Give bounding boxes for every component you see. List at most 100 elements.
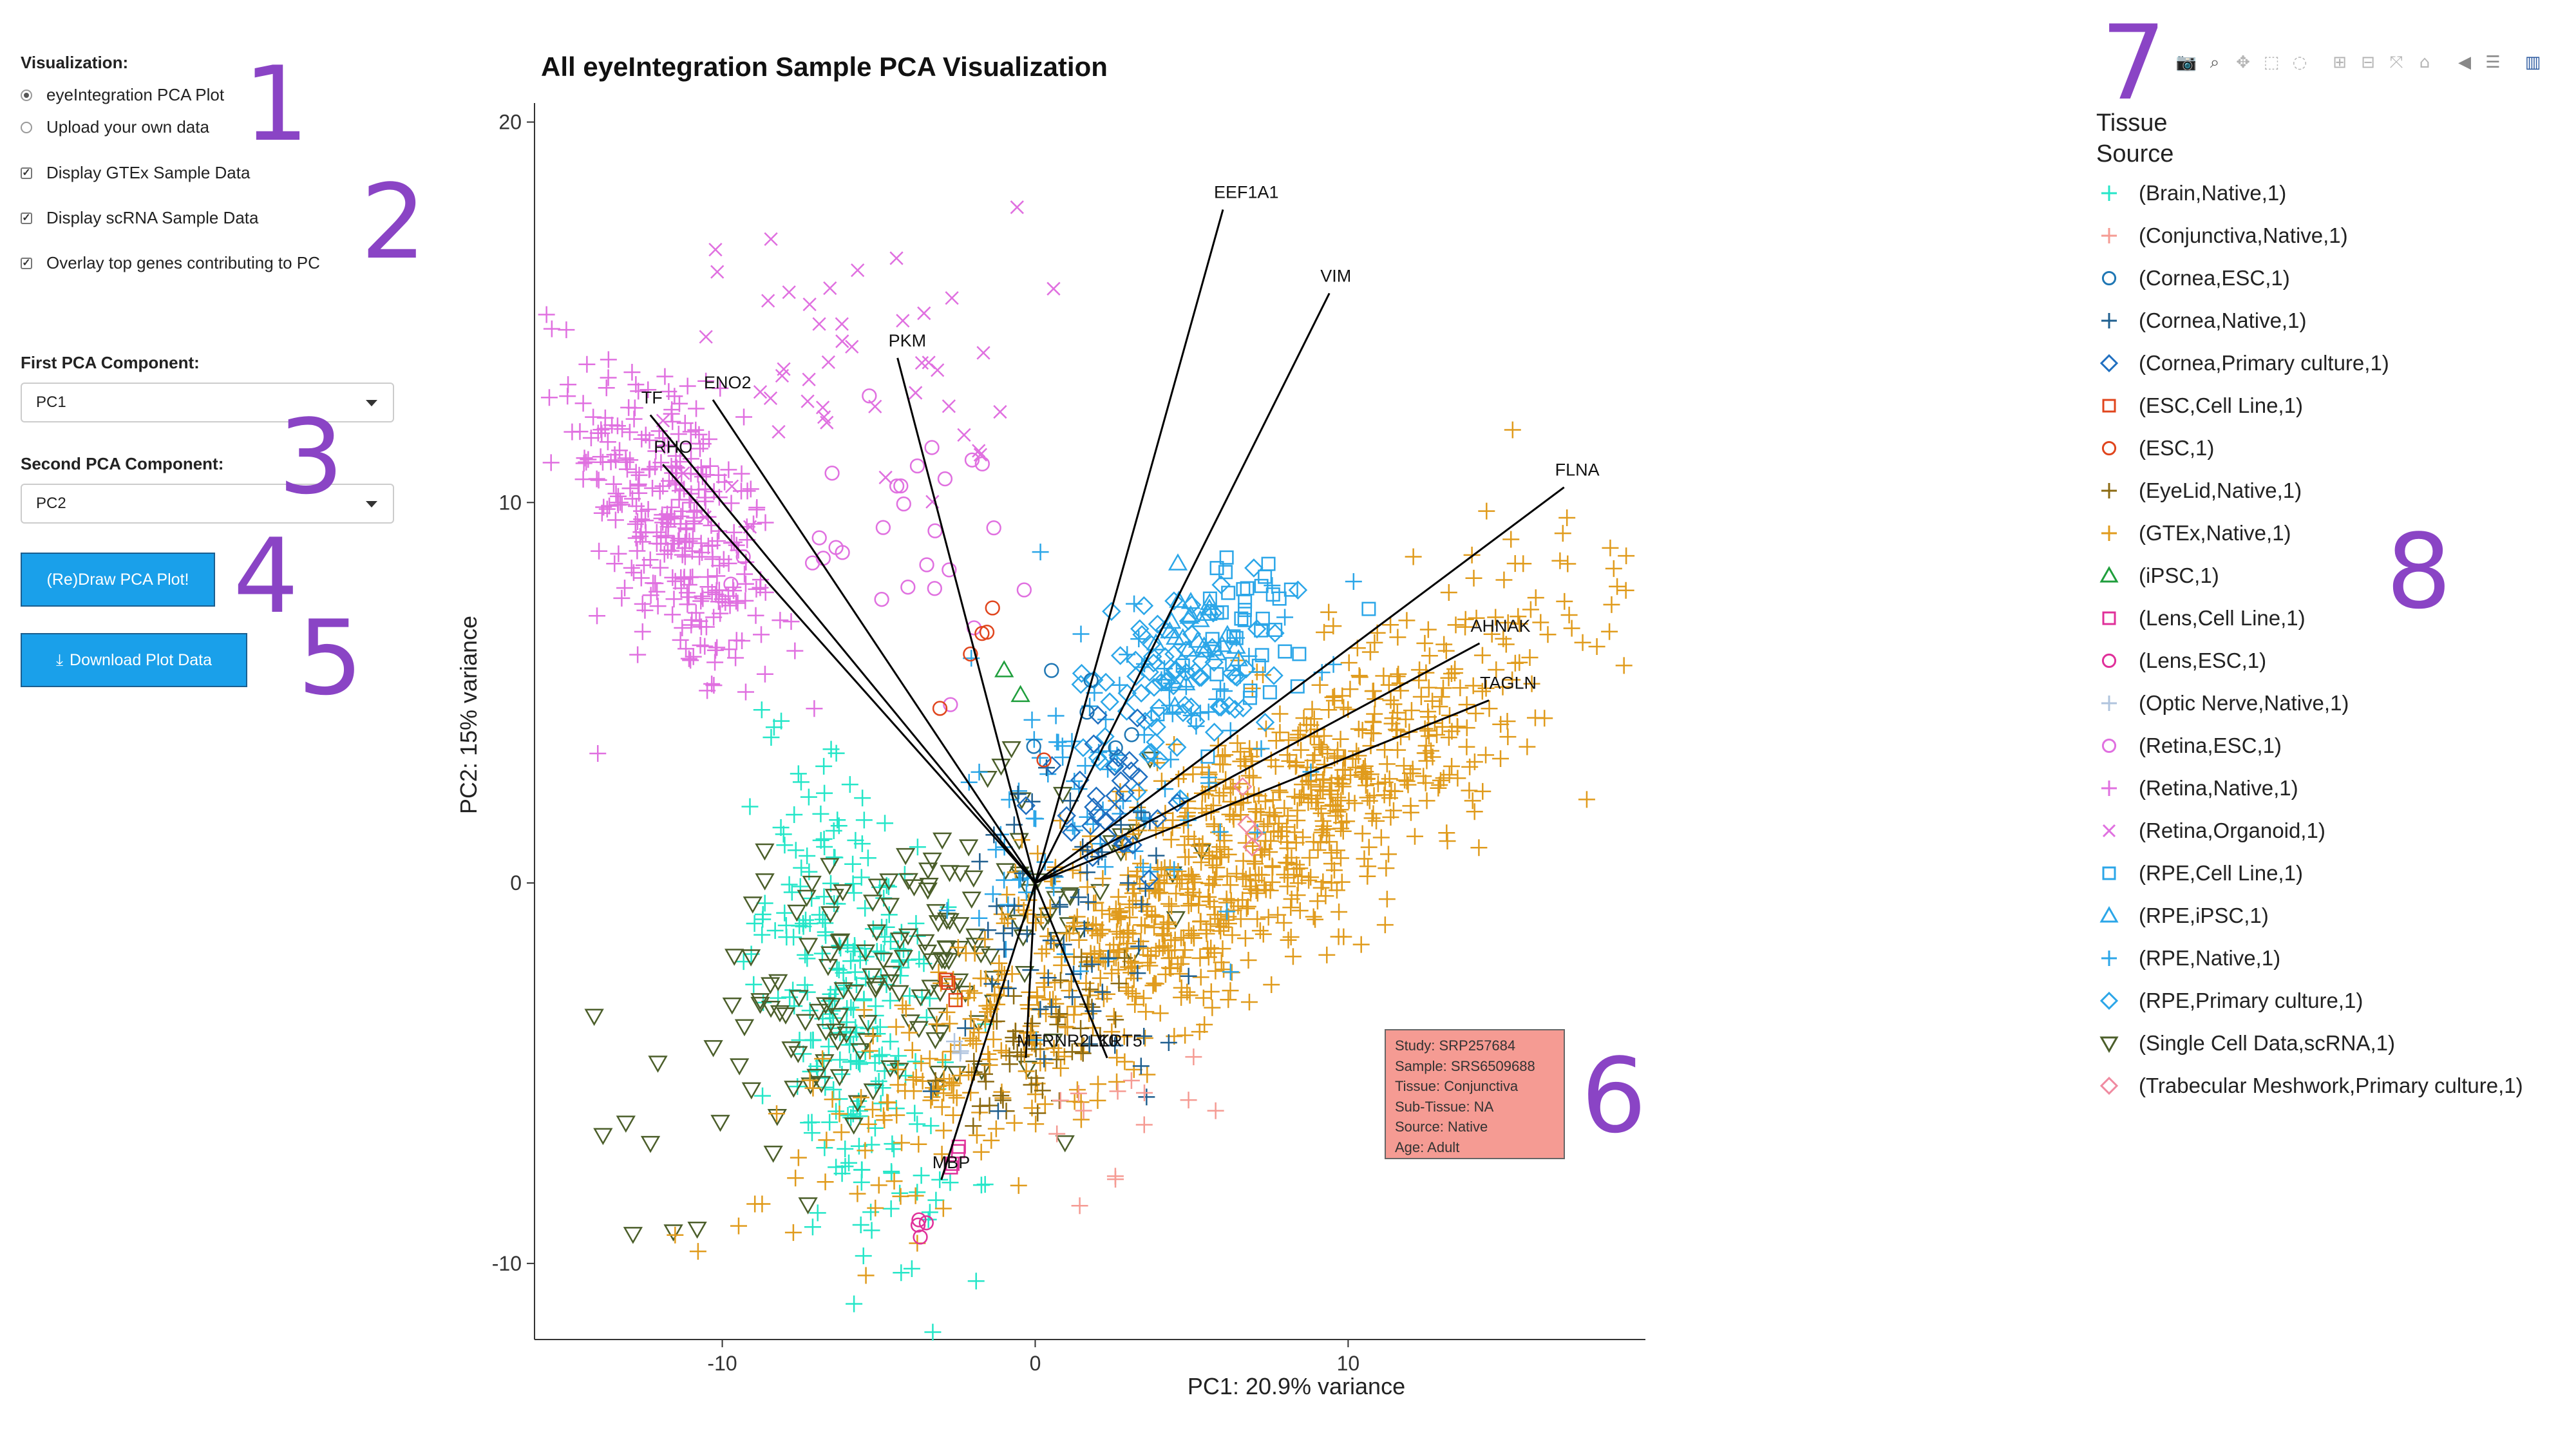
data-point [1220,991,1237,1009]
data-point [873,1046,891,1063]
data-point [846,1295,863,1312]
checkbox-overlay-genes[interactable]: ✓ Overlay top genes contributing to PC [21,253,320,273]
legend-item[interactable]: (Retina,Native,1) [2096,769,2298,808]
checkbox-gtex[interactable]: ✓ Display GTEx Sample Data [21,163,250,183]
first-pca-select[interactable]: PC1 [21,383,394,422]
legend-item[interactable]: (ESC,Cell Line,1) [2096,386,2303,425]
data-point [817,1173,834,1191]
data-point [964,452,980,468]
data-point [735,549,751,565]
data-point [1207,1102,1224,1119]
legend-item[interactable]: (Cornea,ESC,1) [2096,259,2290,298]
pca-scatter-plot[interactable]: All eyeIntegration Sample PCA Visualizat… [451,0,2093,1449]
series-group [1071,558,1308,809]
data-point [800,788,817,806]
spike-lines-icon[interactable]: ◀ [2458,53,2471,72]
legend-item[interactable]: (Brain,Native,1) [2096,174,2286,213]
lasso-icon[interactable]: ◌ [2292,53,2307,72]
checkbox-scrna[interactable]: ✓ Display scRNA Sample Data [21,208,258,228]
legend-item[interactable]: (Lens,ESC,1) [2096,641,2266,680]
data-point [616,1115,636,1133]
legend-item[interactable]: (Cornea,Primary culture,1) [2096,344,2389,383]
data-point [600,351,617,368]
radio-button[interactable] [21,121,32,133]
data-point [676,415,694,432]
pan-icon[interactable]: ✥ [2236,53,2250,72]
series-group [1048,1048,1224,1215]
data-point [1574,634,1591,651]
data-point [746,915,763,933]
radio-button-selected[interactable] [21,89,32,101]
legend-item[interactable]: (Single Cell Data,scRNA,1) [2096,1024,2395,1063]
data-point [1135,1084,1153,1102]
data-point [782,613,800,630]
checkbox-checked[interactable]: ✓ [21,167,32,179]
autoscale-icon[interactable]: ⤧ [2389,52,2403,72]
legend-item[interactable]: (RPE,iPSC,1) [2096,896,2269,935]
legend-item[interactable]: (RPE,Native,1) [2096,939,2280,978]
data-point [1046,281,1061,296]
data-point [1354,825,1371,842]
legend-item[interactable]: (Conjunctiva,Native,1) [2096,216,2348,255]
data-point [1211,823,1229,840]
data-point [1074,738,1093,757]
data-point [1205,632,1220,647]
data-point [1522,601,1539,618]
data-point [1200,875,1218,892]
legend-item[interactable]: (Trabecular Meshwork,Primary culture,1) [2096,1066,2523,1105]
radio-upload-data[interactable]: Upload your own data [21,117,209,137]
data-point [1519,738,1536,755]
data-points[interactable] [538,200,1635,1341]
second-pca-select[interactable]: PC2 [21,484,394,524]
legend-item[interactable]: (iPSC,1) [2096,556,2219,595]
data-point [1265,587,1280,602]
data-point [593,1128,613,1146]
legend-item[interactable]: (Retina,Organoid,1) [2096,811,2325,850]
data-point [889,1063,909,1080]
radio-eyeintegration-pca[interactable]: eyeIntegration PCA Plot [21,85,224,105]
data-point [712,605,729,622]
zoom-out-icon[interactable]: ⊟ [2361,53,2375,72]
data-point [875,520,891,535]
plus-marker-icon [2101,185,2117,201]
data-point [1177,849,1194,866]
data-point [1309,893,1326,910]
legend-item[interactable]: (RPE,Primary culture,1) [2096,981,2363,1020]
data-point [1169,955,1186,972]
legend-item[interactable]: (EyeLid,Native,1) [2096,471,2302,510]
data-point [945,971,962,988]
data-point [1335,699,1352,716]
legend-item[interactable]: (GTEx,Native,1) [2096,514,2291,553]
data-point [786,642,804,659]
download-plot-data-button[interactable]: ⤓ Download Plot Data [21,633,247,687]
data-point [703,676,721,692]
redraw-pca-button[interactable]: (Re)Draw PCA Plot! [21,553,215,607]
compare-hover-icon[interactable]: ☰ [2485,53,2501,72]
legend-item[interactable]: (Cornea,Native,1) [2096,301,2306,340]
plotly-logo-icon[interactable]: ▥ [2524,53,2541,72]
data-point [1034,1082,1051,1099]
camera-icon[interactable]: 📷 [2175,53,2197,72]
checkbox-checked[interactable]: ✓ [21,257,32,269]
data-point [1217,625,1238,642]
data-point [1211,681,1229,698]
box-select-icon[interactable]: ⬚ [2263,53,2280,72]
data-point [1388,668,1406,685]
legend-item[interactable]: (ESC,1) [2096,429,2214,468]
data-point [1159,914,1177,931]
legend-item[interactable]: (Optic Nerve,Native,1) [2096,684,2349,723]
legend-item[interactable]: (RPE,Cell Line,1) [2096,854,2303,893]
data-point [1366,705,1383,723]
checkbox-checked[interactable]: ✓ [21,212,32,224]
legend-item[interactable]: (Lens,Cell Line,1) [2096,599,2306,638]
data-point [829,1069,849,1086]
data-point [1350,721,1367,738]
tooltip-study: Study: SRP257684 [1395,1037,1516,1054]
legend-item[interactable]: (Retina,ESC,1) [2096,726,2282,765]
data-point [1124,899,1141,916]
reset-axes-icon[interactable]: ⌂ [2419,53,2430,72]
data-point [867,998,884,1015]
data-point [685,648,702,665]
zoom-icon[interactable]: ⌕ [2210,52,2220,72]
zoom-in-icon[interactable]: ⊞ [2333,53,2347,72]
